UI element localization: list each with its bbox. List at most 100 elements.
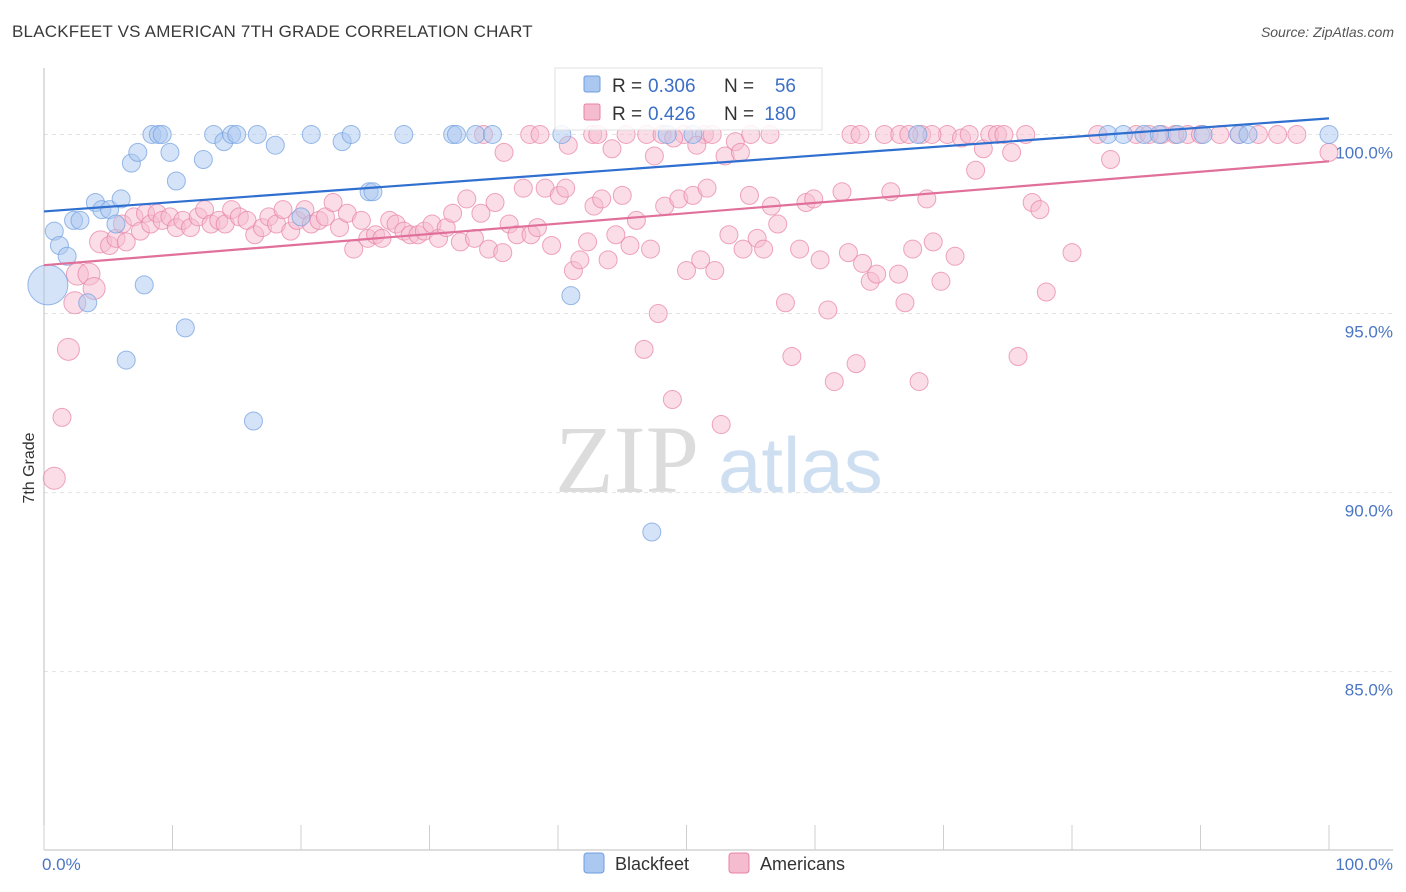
point-americans-94 [697, 178, 717, 198]
legend-r-value-americans: 0.426 [648, 104, 696, 125]
point-americans-96 [711, 415, 731, 435]
point-americans-177 [494, 142, 514, 162]
point-americans-77 [578, 232, 598, 252]
y-tick-label-1: 95.0% [1345, 323, 1393, 342]
point-americans-0 [42, 466, 66, 490]
point-americans-87 [648, 304, 668, 324]
point-blackfeet-20 [166, 171, 186, 191]
point-americans-95 [705, 261, 725, 281]
point-americans-81 [606, 225, 626, 245]
legend-stats: R = 0.306 N = 56 R = 0.426 N = 180 [554, 67, 823, 131]
point-americans-80 [598, 250, 618, 270]
point-americans-104 [768, 214, 788, 234]
point-americans-102 [754, 239, 774, 259]
watermark-atlas: atlas [718, 421, 883, 509]
point-americans-86 [641, 239, 661, 259]
point-americans-112 [824, 372, 844, 392]
point-americans-176 [530, 124, 550, 144]
point-blackfeet-22 [193, 150, 213, 170]
legend-bottom-label-americans: Americans [760, 854, 845, 874]
point-americans-111 [818, 300, 838, 320]
point-americans-175 [602, 139, 622, 159]
point-americans-118 [867, 264, 887, 284]
point-americans-60 [457, 189, 477, 209]
legend-n-value-americans: 180 [764, 104, 796, 125]
point-americans-132 [966, 160, 986, 180]
point-americans-58 [443, 203, 463, 223]
point-americans-2 [56, 337, 80, 361]
point-americans-138 [1008, 347, 1028, 367]
point-americans-34 [273, 200, 293, 220]
point-americans-141 [1030, 200, 1050, 220]
y-tick-label-3: 85.0% [1345, 681, 1393, 700]
point-americans-64 [485, 193, 505, 213]
legend-swatch-blackfeet [583, 75, 601, 93]
point-americans-145 [1101, 150, 1121, 170]
point-americans-142 [1036, 282, 1056, 302]
point-americans-137 [1002, 142, 1022, 162]
point-americans-72 [542, 235, 562, 255]
point-americans-122 [895, 293, 915, 313]
point-americans-65 [493, 243, 513, 263]
point-blackfeet-11 [111, 189, 131, 209]
point-blackfeet-18 [152, 124, 172, 144]
point-americans-124 [909, 372, 929, 392]
point-americans-99 [733, 239, 753, 259]
point-americans-74 [556, 178, 576, 198]
point-blackfeet-42 [561, 286, 581, 306]
legend-n-label-americans: N = [724, 104, 754, 125]
point-americans-115 [846, 354, 866, 374]
legend-series: Blackfeet Americans [583, 852, 845, 874]
point-americans-113 [832, 182, 852, 202]
axes [43, 68, 1393, 851]
point-americans-110 [810, 250, 830, 270]
point-americans-93 [691, 250, 711, 270]
point-americans-91 [677, 261, 696, 281]
point-blackfeet-14 [128, 142, 148, 162]
point-americans-89 [662, 389, 682, 409]
y-axis-label: 7th Grade [21, 432, 38, 503]
point-blackfeet-26 [227, 124, 247, 144]
legend-r-value-blackfeet: 0.306 [648, 76, 696, 97]
point-americans-1 [52, 407, 72, 427]
x-tick-label-right: 100.0% [1335, 855, 1393, 874]
point-blackfeet-21 [175, 318, 195, 338]
point-blackfeet-3 [57, 246, 77, 266]
point-americans-162 [850, 124, 870, 144]
chart-source: Source: ZipAtlas.com [1260, 24, 1394, 40]
point-americans-68 [513, 178, 533, 198]
point-blackfeet-35 [363, 182, 383, 202]
point-americans-136 [994, 124, 1014, 144]
y-tick-label-2: 90.0% [1345, 502, 1393, 521]
point-americans-131 [959, 124, 979, 144]
point-blackfeet-55 [1319, 124, 1339, 144]
point-blackfeet-40 [482, 124, 502, 144]
x-tick-label-left: 0.0% [42, 855, 81, 874]
point-blackfeet-39 [466, 124, 486, 144]
point-blackfeet-36 [394, 124, 414, 144]
point-americans-41 [323, 193, 343, 213]
point-americans-184 [730, 142, 750, 162]
point-blackfeet-46 [908, 124, 928, 144]
point-blackfeet-5 [70, 210, 90, 230]
series-blackfeet [27, 124, 1339, 542]
point-americans-180 [644, 146, 664, 166]
point-americans-107 [790, 239, 810, 259]
point-americans-129 [945, 246, 965, 266]
point-americans-82 [612, 185, 632, 205]
point-blackfeet-50 [1149, 124, 1169, 144]
y-tick-label-0: 100.0% [1335, 143, 1393, 162]
point-americans-106 [782, 347, 802, 367]
point-blackfeet-31 [301, 124, 321, 144]
point-americans-11 [116, 232, 136, 252]
point-americans-84 [626, 210, 646, 230]
chart-title: BLACKFEET VS AMERICAN 7TH GRADE CORRELAT… [12, 22, 533, 41]
point-americans-85 [634, 339, 654, 359]
point-blackfeet-30 [291, 207, 311, 227]
legend-bottom-label-blackfeet: Blackfeet [615, 854, 689, 874]
point-americans-109 [804, 189, 824, 209]
legend-n-label-blackfeet: N = [724, 76, 754, 97]
point-americans-100 [739, 185, 759, 205]
point-americans-123 [903, 239, 923, 259]
